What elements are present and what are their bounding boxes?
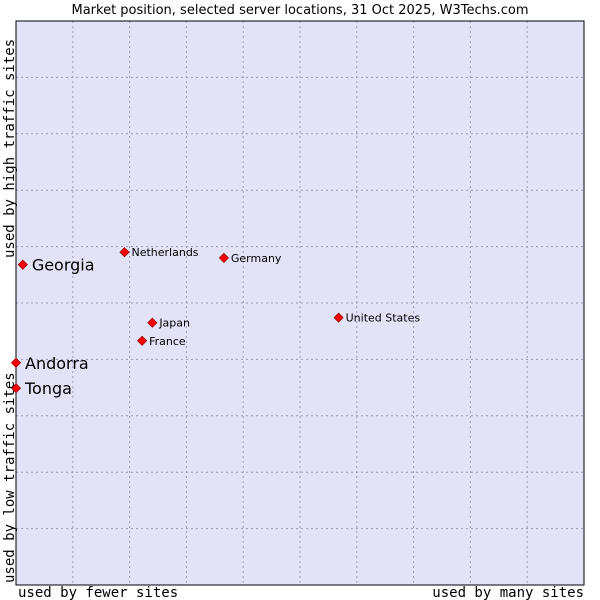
- point-label-france: France: [149, 335, 186, 348]
- point-label-netherlands: Netherlands: [131, 246, 198, 259]
- point-label-tonga: Tonga: [24, 379, 72, 398]
- point-label-japan: Japan: [158, 317, 190, 330]
- data-point-germany: [218, 252, 229, 263]
- point-label-georgia: Georgia: [32, 256, 95, 275]
- point-label-united-states: United States: [346, 312, 421, 325]
- data-point-georgia: [17, 259, 28, 270]
- x-axis-label-high: used by many sites: [432, 585, 584, 600]
- data-point-netherlands: [119, 247, 130, 258]
- grid-lines: [16, 21, 584, 585]
- data-point-japan: [147, 317, 158, 328]
- data-point-united-states: [333, 312, 344, 323]
- plot-border: [15, 20, 585, 586]
- x-axis-label-low: used by fewer sites: [18, 585, 178, 600]
- chart-title: Market position, selected server locatio…: [71, 3, 528, 18]
- data-point-andorra: [10, 357, 22, 368]
- point-label-germany: Germany: [231, 252, 282, 265]
- point-labels: Netherlands Germany Georgia United States Ja…: [24, 246, 420, 398]
- data-point-tonga: [10, 383, 22, 394]
- y-axis-label-low: used by low traffic sites: [2, 372, 18, 583]
- data-point-france: [137, 335, 148, 346]
- data-points: [10, 247, 344, 394]
- y-axis-label-high: used by high traffic sites: [2, 39, 18, 258]
- point-label-andorra: Andorra: [25, 354, 89, 373]
